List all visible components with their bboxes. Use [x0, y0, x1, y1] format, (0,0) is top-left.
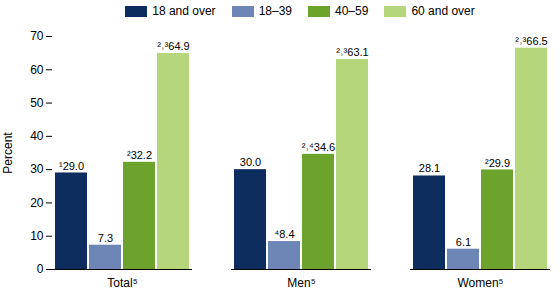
svg-text:30: 30 [30, 162, 44, 176]
html-text:40–59: 40–59 [335, 4, 369, 18]
svg-text:Women⁵: Women⁵ [457, 276, 503, 290]
svg-text:²29.9: ²29.9 [485, 156, 510, 168]
svg-text:20: 20 [30, 196, 44, 210]
svg-text:Percent: Percent [1, 132, 15, 174]
svg-text:30.0: 30.0 [240, 156, 261, 168]
svg-text:²32.2: ²32.2 [127, 149, 152, 161]
svg-text:²˒⁴34.6: ²˒⁴34.6 [302, 141, 335, 153]
svg-text:40: 40 [30, 129, 44, 143]
svg-text:10: 10 [30, 229, 44, 243]
svg-text:²˒³63.1: ²˒³63.1 [336, 46, 368, 58]
svg-text:70: 70 [30, 29, 44, 43]
html-text:18–39: 18–39 [258, 4, 292, 18]
svg-text:28.1: 28.1 [419, 162, 440, 174]
svg-text:⁴8.4: ⁴8.4 [274, 228, 294, 240]
svg-text:7.3: 7.3 [98, 232, 113, 244]
svg-text:Total⁵: Total⁵ [107, 276, 137, 290]
svg-text:Men⁵: Men⁵ [287, 276, 315, 290]
svg-text:²˒³66.5: ²˒³66.5 [515, 35, 547, 47]
svg-text:60: 60 [30, 63, 44, 77]
html-text:18 and over: 18 and over [152, 4, 216, 18]
svg-text:6.1: 6.1 [456, 236, 471, 248]
svg-text:¹29.0: ¹29.0 [59, 159, 84, 171]
html-text:60 and over: 60 and over [411, 4, 475, 18]
svg-text:0: 0 [37, 262, 44, 276]
svg-text:²˒³64.9: ²˒³64.9 [157, 40, 189, 52]
svg-text:50: 50 [30, 96, 44, 110]
